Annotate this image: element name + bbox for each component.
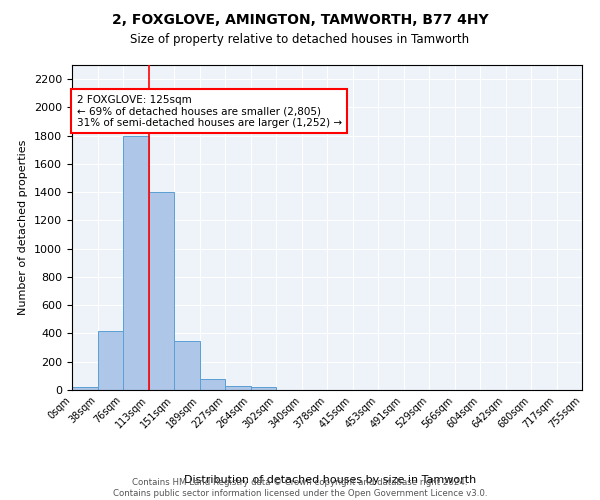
Y-axis label: Number of detached properties: Number of detached properties bbox=[19, 140, 28, 315]
Bar bbox=[72, 387, 97, 390]
Text: Size of property relative to detached houses in Tamworth: Size of property relative to detached ho… bbox=[130, 32, 470, 46]
Bar bbox=[123, 136, 149, 390]
Bar bbox=[174, 340, 199, 390]
Bar bbox=[225, 386, 251, 390]
Bar bbox=[97, 330, 123, 390]
Bar bbox=[251, 387, 276, 390]
Text: 2 FOXGLOVE: 125sqm
← 69% of detached houses are smaller (2,805)
31% of semi-deta: 2 FOXGLOVE: 125sqm ← 69% of detached hou… bbox=[77, 94, 342, 128]
Text: Contains HM Land Registry data © Crown copyright and database right 2024.
Contai: Contains HM Land Registry data © Crown c… bbox=[113, 478, 487, 498]
Text: Distribution of detached houses by size in Tamworth: Distribution of detached houses by size … bbox=[184, 475, 476, 485]
Bar bbox=[149, 192, 174, 390]
Text: 2, FOXGLOVE, AMINGTON, TAMWORTH, B77 4HY: 2, FOXGLOVE, AMINGTON, TAMWORTH, B77 4HY bbox=[112, 12, 488, 26]
Bar bbox=[199, 378, 225, 390]
